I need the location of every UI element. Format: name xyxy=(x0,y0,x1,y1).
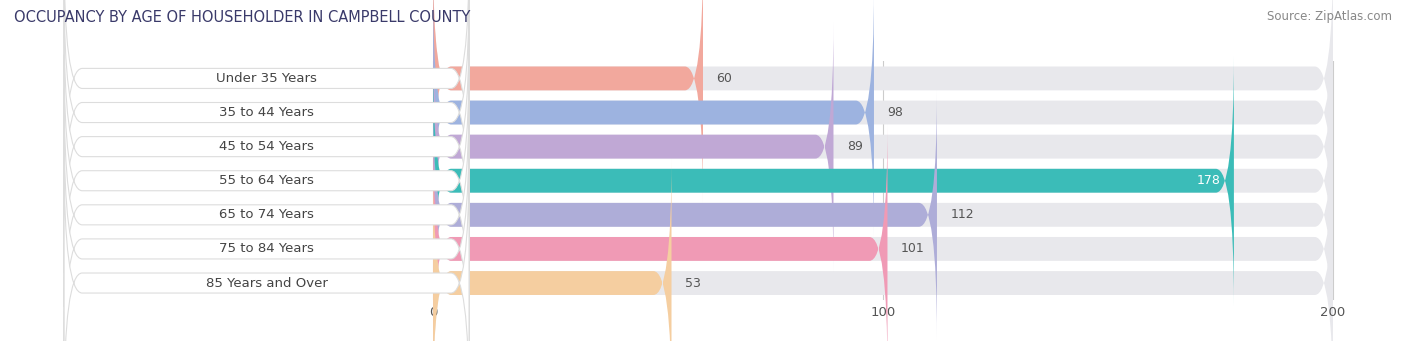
Text: 53: 53 xyxy=(685,277,700,290)
FancyBboxPatch shape xyxy=(433,22,834,271)
FancyBboxPatch shape xyxy=(433,56,1234,305)
FancyBboxPatch shape xyxy=(65,0,470,205)
Text: 45 to 54 Years: 45 to 54 Years xyxy=(219,140,314,153)
FancyBboxPatch shape xyxy=(433,0,1333,237)
FancyBboxPatch shape xyxy=(433,124,1333,341)
FancyBboxPatch shape xyxy=(65,88,470,341)
Text: 112: 112 xyxy=(950,208,974,221)
Text: 55 to 64 Years: 55 to 64 Years xyxy=(219,174,314,187)
FancyBboxPatch shape xyxy=(433,124,887,341)
Text: 65 to 74 Years: 65 to 74 Years xyxy=(219,208,314,221)
Text: 178: 178 xyxy=(1197,174,1220,187)
FancyBboxPatch shape xyxy=(433,159,1333,341)
FancyBboxPatch shape xyxy=(65,54,470,307)
FancyBboxPatch shape xyxy=(433,56,1333,305)
FancyBboxPatch shape xyxy=(433,90,936,339)
Text: 98: 98 xyxy=(887,106,903,119)
Text: 85 Years and Over: 85 Years and Over xyxy=(205,277,328,290)
Text: 35 to 44 Years: 35 to 44 Years xyxy=(219,106,314,119)
FancyBboxPatch shape xyxy=(65,157,470,341)
FancyBboxPatch shape xyxy=(433,22,1333,271)
Text: Source: ZipAtlas.com: Source: ZipAtlas.com xyxy=(1267,10,1392,23)
Text: OCCUPANCY BY AGE OF HOUSEHOLDER IN CAMPBELL COUNTY: OCCUPANCY BY AGE OF HOUSEHOLDER IN CAMPB… xyxy=(14,10,471,25)
FancyBboxPatch shape xyxy=(65,0,470,239)
FancyBboxPatch shape xyxy=(433,0,703,203)
FancyBboxPatch shape xyxy=(433,159,672,341)
Text: 101: 101 xyxy=(901,242,925,255)
FancyBboxPatch shape xyxy=(433,0,875,237)
Text: Under 35 Years: Under 35 Years xyxy=(217,72,316,85)
FancyBboxPatch shape xyxy=(433,90,1333,339)
Text: 60: 60 xyxy=(717,72,733,85)
FancyBboxPatch shape xyxy=(65,20,470,273)
Text: 75 to 84 Years: 75 to 84 Years xyxy=(219,242,314,255)
FancyBboxPatch shape xyxy=(65,122,470,341)
FancyBboxPatch shape xyxy=(433,0,1333,203)
Text: 89: 89 xyxy=(846,140,863,153)
